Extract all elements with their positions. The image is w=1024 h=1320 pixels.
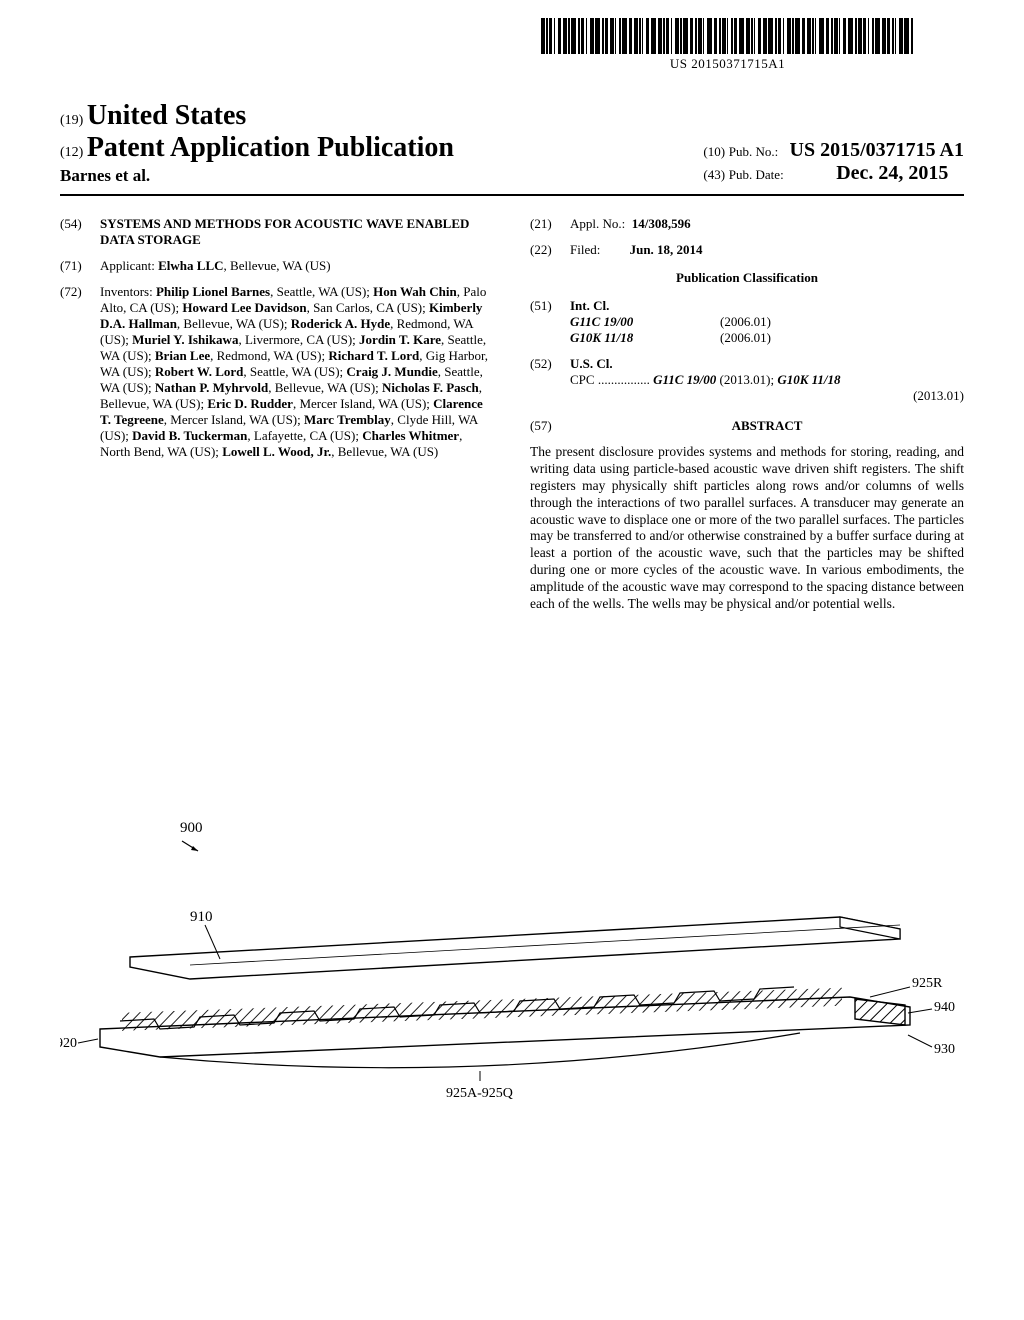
cpc-date-a: (2013.01); [716,372,777,387]
field-51: (51) Int. Cl. G11C 19/00 (2006.01) G10K … [530,298,964,346]
code-21: (21) [530,216,570,232]
country-line: (19) United States [60,100,964,132]
field-22: (22) Filed: Jun. 18, 2014 [530,242,964,258]
code-52: (52) [530,356,570,404]
uscl-label: U.S. Cl. [570,356,613,371]
bottom-plate [100,987,910,1057]
pubno-label: Pub. No.: [729,144,778,159]
filed-value: Jun. 18, 2014 [630,242,703,257]
pubdate-label: Pub. Date: [729,167,784,182]
code-10: (10) [703,144,725,159]
intcl-row: G10K 11/18 (2006.01) [570,330,964,346]
pub-left: (12) Patent Application Publication Barn… [60,132,454,186]
cpc-code-b: G10K 11/18 [777,372,840,387]
code-12: (12) [60,145,83,160]
intcl-row: G11C 19/00 (2006.01) [570,314,964,330]
left-column: (54) SYSTEMS AND METHODS FOR ACOUSTIC WA… [60,216,494,613]
code-43: (43) [703,167,725,182]
pub-type: Patent Application Publication [87,132,454,163]
field-71: (71) Applicant: Elwha LLC, Bellevue, WA … [60,258,494,274]
ref-910-text: 910 [190,909,213,925]
intcl-date-2: (2006.01) [720,330,771,346]
code-54: (54) [60,216,100,248]
pub-right: (10) Pub. No.: US 2015/0371715 A1 (43) P… [703,139,964,185]
intcl-date-1: (2006.01) [720,314,771,330]
invention-title: SYSTEMS AND METHODS FOR ACOUSTIC WAVE EN… [100,216,469,247]
applicant-label: Applicant: [100,258,155,273]
figure-area: 900 910 925R [60,820,964,1117]
intcl-code-2: G10K 11/18 [570,330,720,346]
field-21: (21) Appl. No.: 14/308,596 [530,216,964,232]
header-rule [60,194,964,196]
barcode-region: US 20150371715A1 [541,18,914,72]
intcl-label: Int. Cl. [570,298,609,313]
inventors-label: Inventors: [100,284,153,299]
pub-date: Dec. 24, 2015 [836,162,948,184]
cpc-prefix: CPC ................ [570,372,650,387]
ref-930-text: 930 [934,1042,955,1057]
ref-940-text: 940 [934,1000,955,1015]
field-54: (54) SYSTEMS AND METHODS FOR ACOUSTIC WA… [60,216,494,248]
top-plate [130,917,900,979]
abstract-text: The present disclosure provides systems … [530,444,964,613]
ref-925r-text: 925R [912,976,943,991]
code-72: (72) [60,284,100,460]
ref-900: 900 [180,820,203,836]
patent-figure: 910 925R 940 930 920 925A-925Q [60,857,960,1117]
right-column: (21) Appl. No.: 14/308,596 (22) Filed: J… [530,216,964,613]
code-57: (57) [530,418,570,434]
pub-number: US 2015/0371715 A1 [790,139,964,161]
barcode-text: US 20150371715A1 [541,56,914,72]
field-72: (72) Inventors: Philip Lionel Barnes, Se… [60,284,494,460]
field-57: (57) ABSTRACT [530,418,964,434]
field-52: (52) U.S. Cl. CPC ................ G11C … [530,356,964,404]
authors-line: Barnes et al. [60,166,150,185]
code-22: (22) [530,242,570,258]
filed-label: Filed: [570,242,600,257]
bibdata: (54) SYSTEMS AND METHODS FOR ACOUSTIC WA… [60,216,964,613]
arrow-icon [180,837,204,853]
code-51: (51) [530,298,570,346]
applicant-name: Elwha LLC [158,258,223,273]
cpc-code-a: G11C 19/00 [653,372,716,387]
code-19: (19) [60,113,83,128]
intcl-code-1: G11C 19/00 [570,314,720,330]
inventors-list: Inventors: Philip Lionel Barnes, Seattle… [100,284,494,460]
abstract-label: ABSTRACT [732,418,803,433]
barcode-graphic [541,18,914,54]
code-71: (71) [60,258,100,274]
applno-value: 14/308,596 [632,216,691,231]
ref-920-text: 920 [60,1036,77,1051]
cpc-date-b: (2013.01) [570,388,964,404]
pubclass-heading: Publication Classification [530,270,964,286]
ref-925aq-text: 925A-925Q [446,1086,513,1101]
header: (19) United States (12) Patent Applicati… [60,100,964,186]
country-name: United States [87,100,246,131]
applno-label: Appl. No.: [570,216,625,231]
